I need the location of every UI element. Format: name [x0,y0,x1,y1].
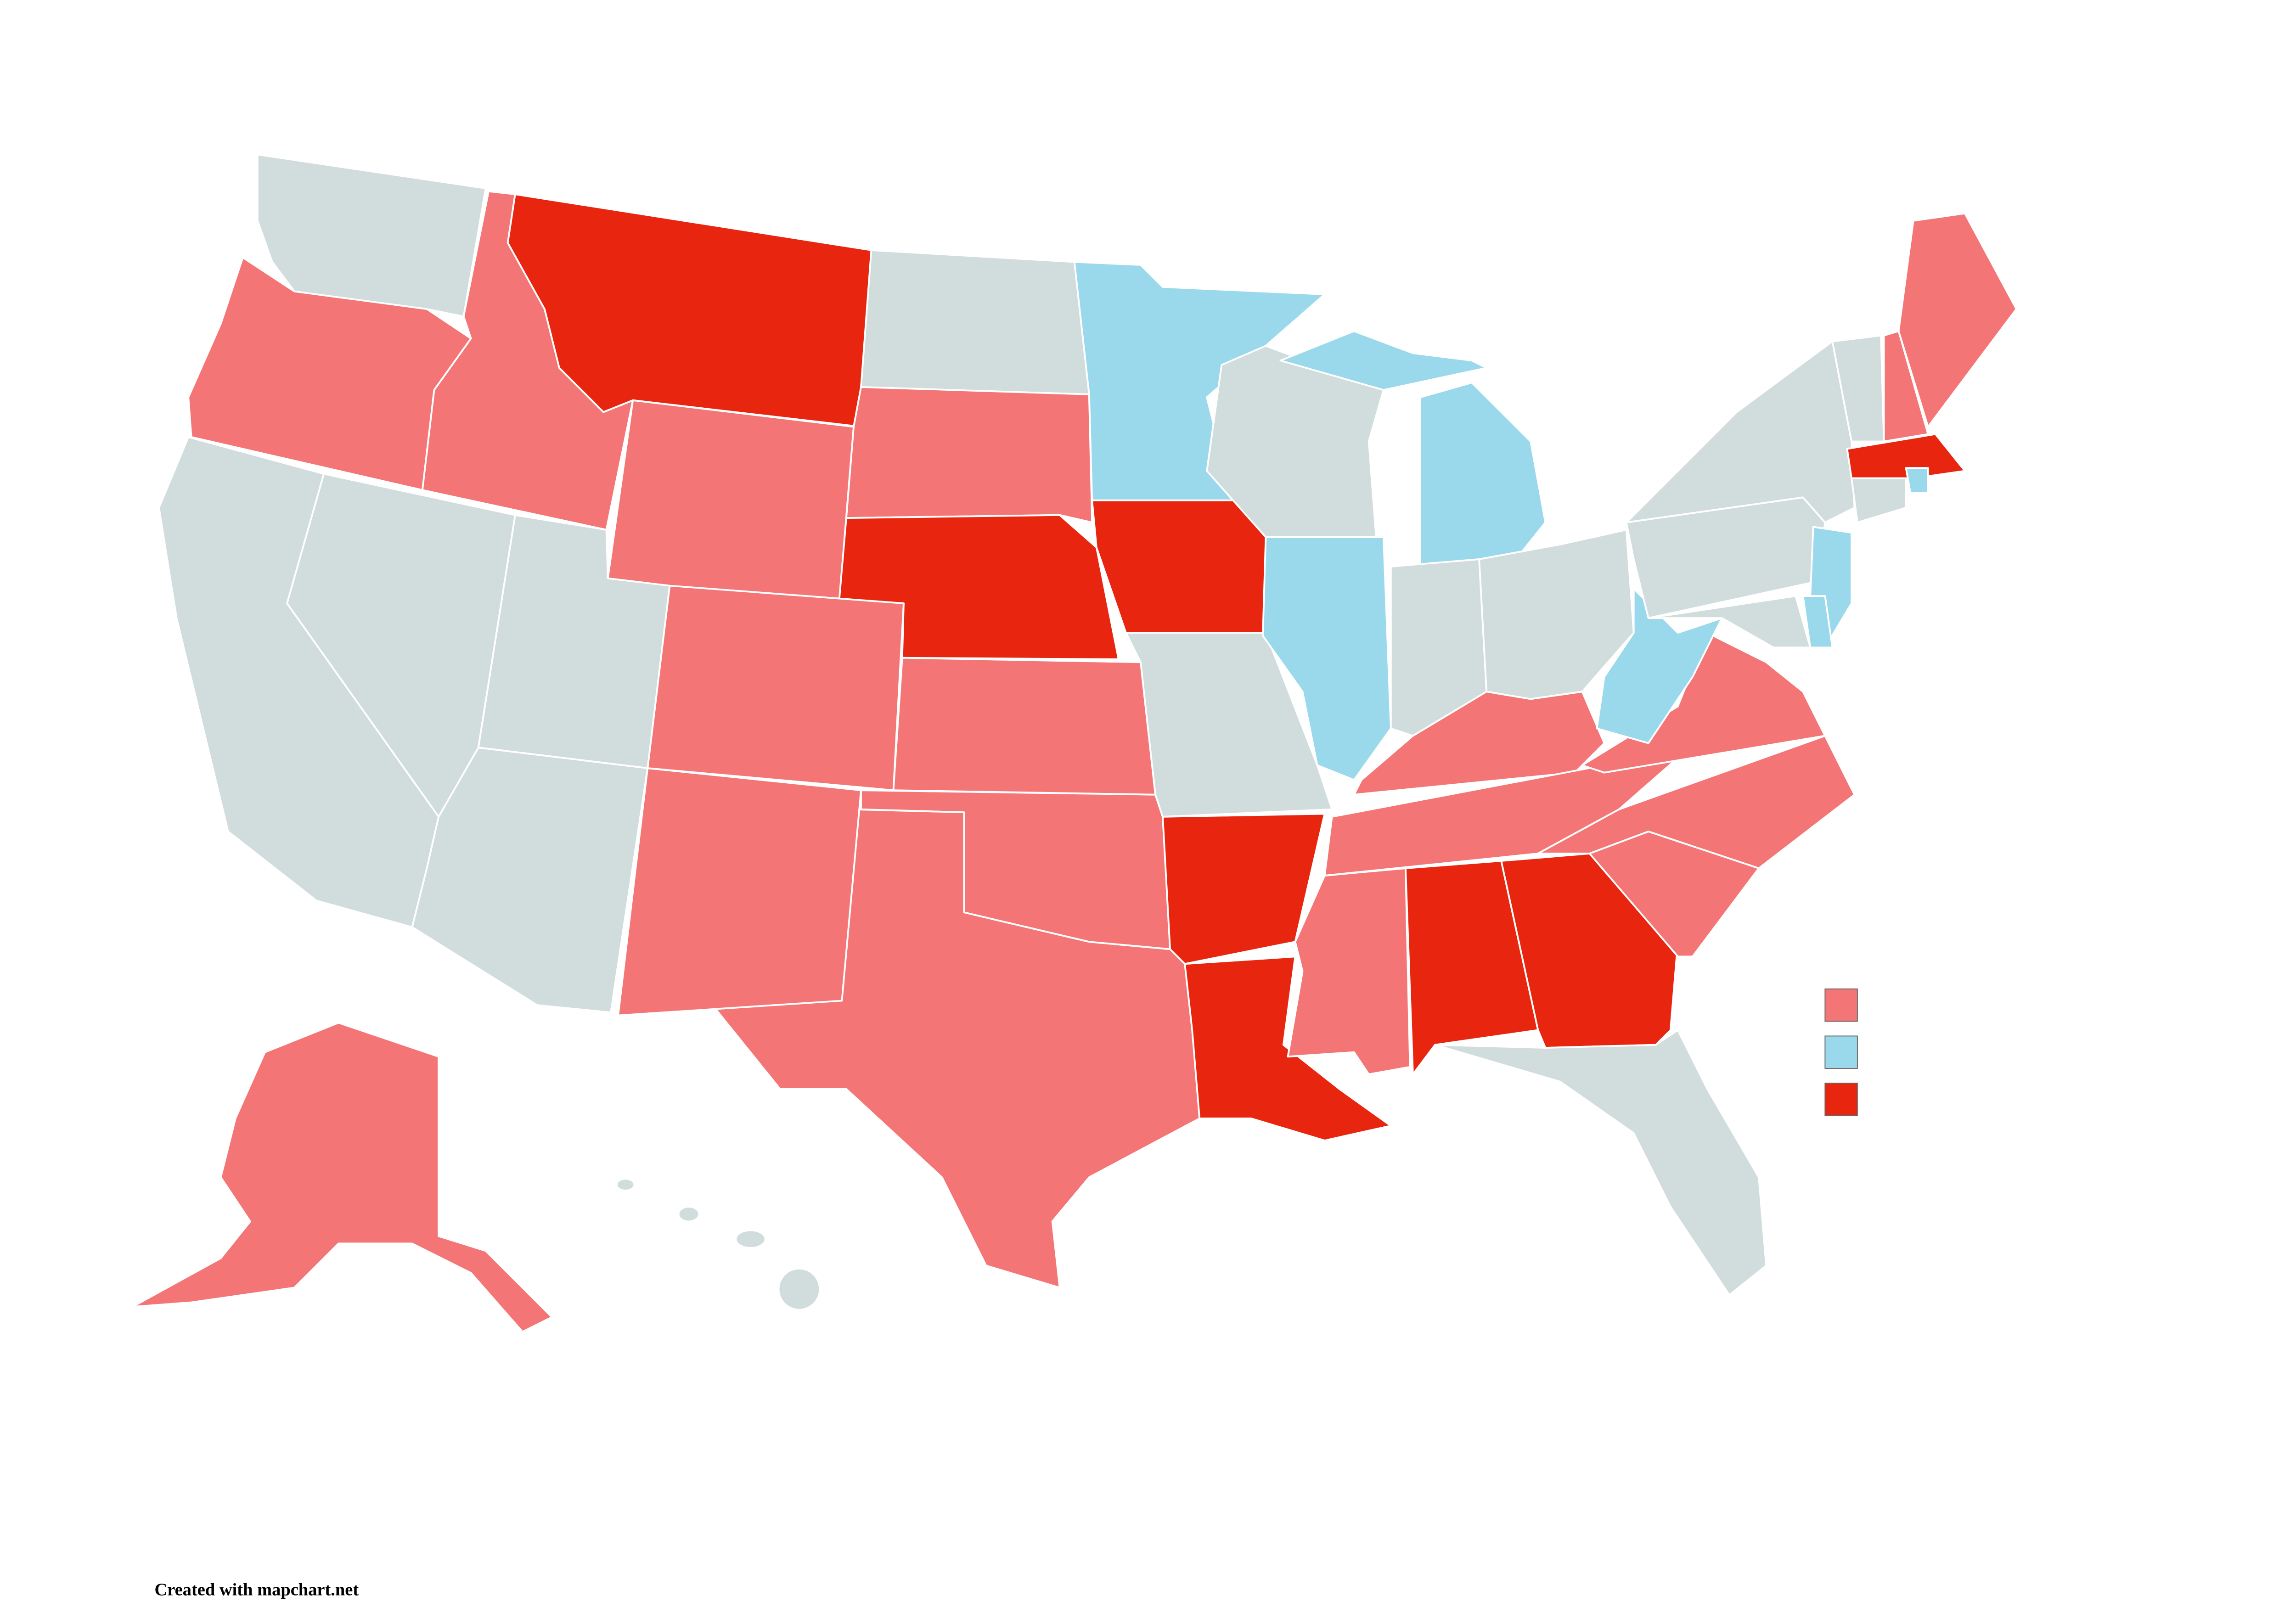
texas [705,808,1201,1289]
wyoming [607,399,855,607]
connecticut [1851,477,1907,523]
missouri [1125,632,1333,818]
california [158,436,440,928]
delaware [1802,595,1834,649]
maine [1897,212,2017,428]
hawaii [677,1206,700,1223]
new-york [1625,340,1856,523]
mississippi [1287,867,1411,1075]
minnesota [1073,261,1326,501]
legend [1824,988,1858,1116]
kansas [892,657,1156,796]
legend-swatch [1824,1035,1858,1069]
legend-swatch [1824,988,1858,1022]
maryland [1647,595,1812,649]
new-hampshire [1883,330,1929,443]
states [131,153,2017,1333]
florida [1434,1029,1767,1296]
rhode-island [1905,467,1929,494]
louisiana [1184,955,1392,1141]
new-mexico [617,767,862,1017]
wisconsin [1206,345,1384,538]
alaska [131,1022,553,1333]
michigan-upper [1279,330,1488,391]
north-carolina [1537,735,1856,869]
credit: Created with mapchart.net [155,1580,359,1599]
massachusetts [1846,433,1966,479]
hawaii [616,1178,636,1191]
kentucky [1353,691,1605,796]
hawaii [735,1229,766,1249]
colorado [647,584,905,792]
arkansas [1162,813,1326,965]
north-dakota [860,249,1090,395]
illinois [1262,536,1392,781]
hawaii [777,1267,821,1311]
michigan-lower [1419,382,1547,568]
legend-swatch [1824,1083,1858,1116]
south-dakota [845,386,1093,523]
alabama [1404,860,1539,1075]
